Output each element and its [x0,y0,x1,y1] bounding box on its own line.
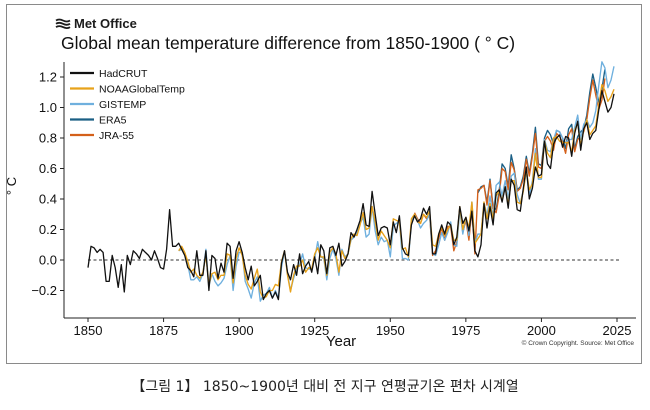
series-line-noaaglobaltemp [178,83,615,299]
figure-frame [6,4,642,364]
legend-label: JRA-55 [99,130,134,142]
copyright-note: © Crown Copyright. Source: Met Office [522,339,635,347]
x-tick-label: 1925 [300,323,329,338]
x-tick-label: 1900 [225,323,254,338]
met-office-wave-icon [55,18,71,29]
x-tick-label: 2000 [527,323,556,338]
y-tick-label: 0.8 [39,131,57,146]
logo-text: Met Office [74,16,137,31]
x-axis-label: Year [326,333,356,350]
legend-label: ERA5 [99,115,127,127]
x-tick-label: 1850 [74,323,103,338]
legend-label: NOAAGlobalTemp [99,84,185,96]
series-lines [87,61,615,302]
y-tick-label: −0.2 [31,283,57,298]
x-tick-label: 1950 [376,323,405,338]
x-tick-label: 1875 [149,323,178,338]
x-tick-label: 2025 [603,323,632,338]
y-tick-label: 0.0 [39,253,57,268]
y-axis-label: ° C [4,177,19,195]
series-line-era5 [477,69,606,211]
ticks: 1850 1875 1900 1925 1950 1975 2000 2025 −0.2 0.0 0… [31,70,631,339]
met-office-logo: Met Office [55,16,137,31]
legend: HadCRUT NOAAGlobalTemp GISTEMP ERA5 JRA-55 [70,68,185,142]
series-line-gistemp [178,61,615,302]
y-tick-label: 0.4 [39,192,57,207]
chart-title: Global mean temperature difference from … [61,33,516,53]
x-tick-label: 1975 [451,323,480,338]
y-tick-label: 1.0 [39,100,57,115]
axes [63,62,636,319]
y-tick-label: 1.2 [39,70,57,85]
legend-label: GISTEMP [99,99,146,111]
y-tick-label: 0.6 [39,161,57,176]
y-tick-label: 0.2 [39,222,57,237]
figure-caption: 【그림 1】 1850~1900년 대비 전 지구 연평균기온 편차 시계열 [131,379,519,395]
series-line-hadcrut [87,90,615,301]
legend-label: HadCRUT [99,68,148,80]
